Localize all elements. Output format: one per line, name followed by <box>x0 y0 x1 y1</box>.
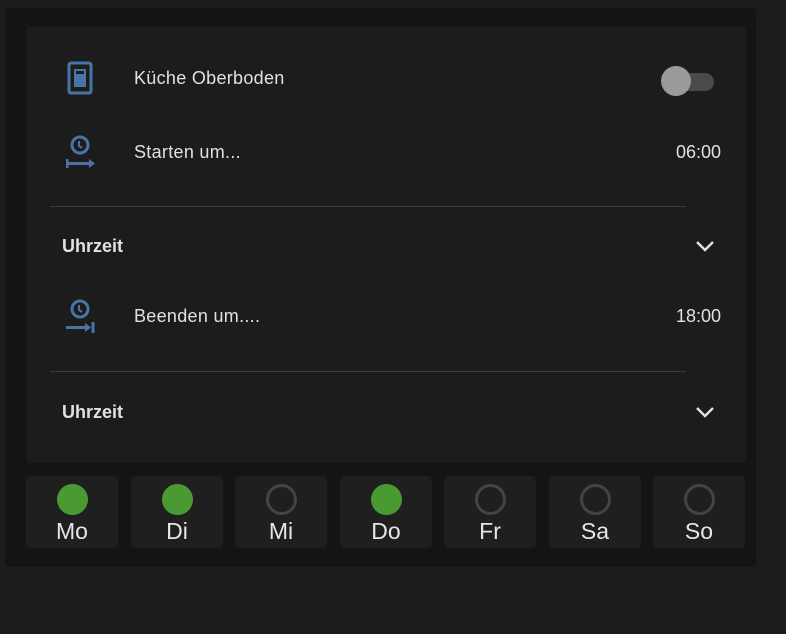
day-label: Fr <box>479 518 501 544</box>
day-status-indicator <box>162 484 193 515</box>
door-icon <box>67 61 93 95</box>
day-button-di[interactable]: Di <box>131 476 223 548</box>
end-value: 18:00 <box>675 305 721 326</box>
divider <box>50 206 686 207</box>
end-time-expander[interactable]: Uhrzeit <box>26 388 746 436</box>
start-time-row[interactable]: Starten um... 06:00 <box>26 122 746 182</box>
day-status-indicator <box>684 484 715 515</box>
day-button-mi[interactable]: Mi <box>235 476 327 548</box>
day-label: So <box>684 518 714 544</box>
start-time-expander[interactable]: Uhrzeit <box>26 222 746 270</box>
clock-end-icon <box>66 299 95 333</box>
day-status-indicator <box>580 484 611 515</box>
clock-start-icon <box>66 135 95 168</box>
end-label: Beenden um.... <box>134 305 261 326</box>
day-label: Do <box>371 518 401 544</box>
expander-title: Uhrzeit <box>62 401 124 422</box>
end-time-row[interactable]: Beenden um.... 18:00 <box>26 286 746 346</box>
day-button-do[interactable]: Do <box>340 476 432 548</box>
day-button-mo[interactable]: Mo <box>26 476 118 548</box>
day-status-indicator <box>475 484 506 515</box>
start-label: Starten um... <box>134 141 241 162</box>
day-label: Di <box>166 518 188 544</box>
day-label: Mi <box>268 518 294 544</box>
device-row: Küche Oberboden <box>26 48 746 108</box>
day-button-sa[interactable]: Sa <box>549 476 641 548</box>
chevron-down-icon <box>696 241 714 252</box>
day-button-fr[interactable]: Fr <box>444 476 536 548</box>
schedule-card: Küche Oberboden Starten um... 06:00 Uhrz… <box>26 26 746 463</box>
expander-title: Uhrzeit <box>62 235 124 256</box>
day-label: Sa <box>580 518 610 544</box>
day-status-indicator <box>371 484 402 515</box>
day-label: Mo <box>56 518 88 544</box>
day-status-indicator <box>266 484 297 515</box>
chevron-down-icon <box>696 407 714 418</box>
day-button-so[interactable]: So <box>653 476 745 548</box>
divider <box>50 371 686 372</box>
device-name: Küche Oberboden <box>134 67 285 88</box>
day-status-indicator <box>57 484 88 515</box>
device-toggle[interactable] <box>660 66 714 96</box>
start-value: 06:00 <box>675 141 721 162</box>
